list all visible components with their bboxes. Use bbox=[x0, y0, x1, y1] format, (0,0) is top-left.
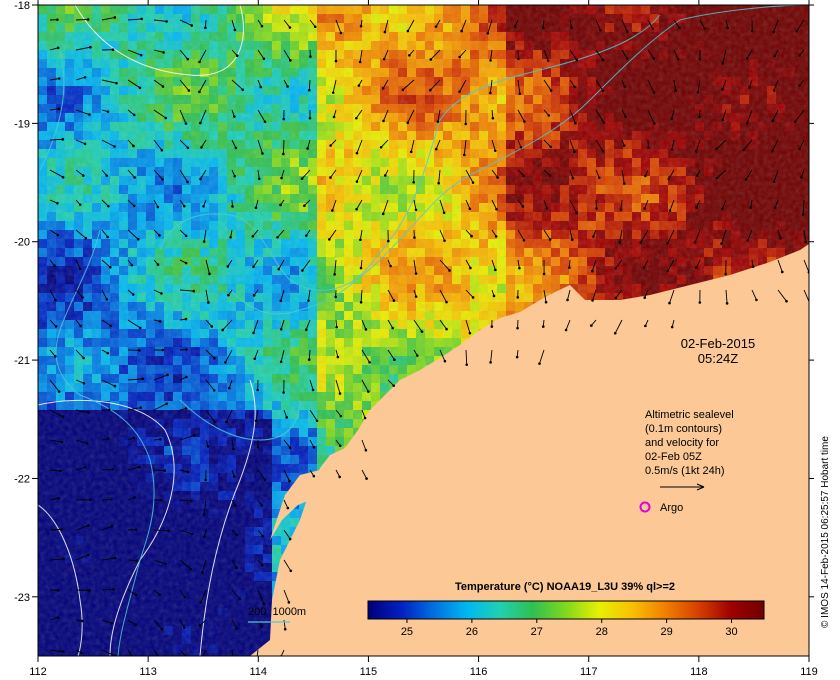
lon-tick-label: 114 bbox=[250, 666, 268, 678]
colorbar bbox=[367, 600, 765, 620]
lon-tick-label: 113 bbox=[139, 666, 157, 678]
colorbar-tick-label: 26 bbox=[466, 626, 478, 638]
depth-legend-label: 200 1000m bbox=[248, 606, 306, 618]
altimetry-note-line: 02-Feb 05Z bbox=[645, 451, 702, 463]
lat-tick-label: -23 bbox=[14, 592, 30, 604]
argo-float-icon bbox=[639, 501, 651, 513]
time-label: 05:24Z bbox=[698, 351, 739, 366]
colorbar-tick-label: 28 bbox=[596, 626, 608, 638]
lat-tick-label: -19 bbox=[14, 118, 30, 130]
lon-tick-label: 118 bbox=[690, 666, 708, 678]
lon-tick-label: 116 bbox=[470, 666, 488, 678]
argo-label: Argo bbox=[660, 502, 683, 514]
lat-tick-label: -21 bbox=[14, 355, 30, 367]
lon-tick-label: 112 bbox=[29, 666, 47, 678]
credit-text: © IMOS 14-Feb-2015 06:25:57 Hobart time bbox=[820, 436, 831, 628]
velocity-scale-arrow bbox=[660, 483, 705, 491]
colorbar-tick-label: 30 bbox=[725, 626, 737, 638]
velocity-arrows bbox=[49, 16, 809, 656]
lat-tick-label: -18 bbox=[14, 0, 30, 12]
colorbar-title: Temperature (°C) NOAA19_L3U 39% ql>=2 bbox=[455, 581, 675, 593]
lon-tick-label: 119 bbox=[800, 666, 818, 678]
land-mass bbox=[250, 244, 809, 656]
contour-lines bbox=[38, 5, 809, 656]
cape-peninsula bbox=[270, 470, 340, 540]
latitude-axis: -18 -19 -20 -21 -22 -23 bbox=[14, 0, 814, 604]
longitude-axis: 112 113 114 115 116 117 118 119 bbox=[29, 0, 818, 678]
depth-legend: 200 1000m bbox=[248, 606, 306, 623]
altimetry-note-line: (0.1m contours) bbox=[645, 423, 722, 435]
lat-tick-label: -20 bbox=[14, 237, 30, 249]
lon-tick-label: 117 bbox=[580, 666, 598, 678]
lat-tick-label: -22 bbox=[14, 473, 30, 485]
plot-frame bbox=[37, 4, 810, 657]
date-label: 02-Feb-2015 bbox=[681, 336, 755, 351]
colorbar-tick-label: 27 bbox=[531, 626, 543, 638]
altimetry-note: Altimetric sealevel (0.1m contours) and … bbox=[645, 409, 734, 491]
colorbar-tick-label: 25 bbox=[401, 626, 413, 638]
colorbar-ticks: 25 26 27 28 29 30 bbox=[401, 619, 738, 638]
lon-tick-label: 115 bbox=[360, 666, 378, 678]
colorbar-tick-label: 29 bbox=[660, 626, 672, 638]
altimetry-note-line: Altimetric sealevel bbox=[645, 409, 734, 421]
altimetry-note-line: and velocity for bbox=[645, 437, 719, 449]
altimetry-note-line: 0.5m/s (1kt 24h) bbox=[645, 465, 724, 477]
